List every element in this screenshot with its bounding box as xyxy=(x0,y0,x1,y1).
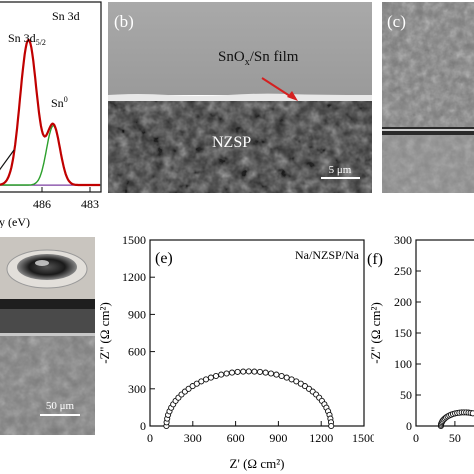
sem-c-top-texture xyxy=(382,2,474,127)
plot-e-point xyxy=(228,369,236,376)
panel-e: 0 300 600 900 1200 1500 0 300 600 900 1200 1500 (e)… xyxy=(95,228,374,474)
plot-e-xtick-label: 300 xyxy=(184,431,202,445)
plot-e-point xyxy=(251,368,258,375)
plot-e-point xyxy=(240,368,247,375)
plot-e-xtick-label: 600 xyxy=(227,431,245,445)
substrate-label: NZSP xyxy=(212,134,251,151)
sem-d-interface xyxy=(0,333,95,336)
xps-envelope-fit xyxy=(0,38,100,187)
panel-b: (b) SnOx/Sn film NZSP 5 μm xyxy=(108,2,372,193)
sem-c-interface-line xyxy=(382,129,474,131)
plot-f-ytick-label: 200 xyxy=(394,295,412,309)
plot-e-point xyxy=(283,374,290,381)
plot-f-xtick-label: 50 xyxy=(449,431,461,445)
plot-e-xlabel: Z' (Ω cm²) xyxy=(230,456,285,471)
plot-e-ytick-label: 1200 xyxy=(122,270,146,284)
plot-e-legend: Na/NZSP/Na xyxy=(295,248,360,262)
plot-e-point xyxy=(218,371,225,378)
xps-raw-data xyxy=(0,39,101,186)
xps-pointer-line xyxy=(0,149,15,171)
sem-image-c: (c) xyxy=(382,2,474,193)
plot-e-point xyxy=(212,372,220,380)
plot-e-ytick-label: 0 xyxy=(140,419,146,433)
plot-f-ytick-label: 50 xyxy=(400,388,412,402)
sem-d-dark-band xyxy=(0,299,95,309)
panel-d: 50 μm xyxy=(0,237,95,435)
plot-e-point xyxy=(207,374,214,381)
xps-frame xyxy=(0,1,102,193)
plot-f-point xyxy=(469,410,474,417)
plot-e-ytick-label: 1500 xyxy=(122,233,146,247)
panel-a: Sn 3d Sn 3d5/2 Sn0 486 483 y (eV) xyxy=(0,0,104,228)
panel-e-label: (e) xyxy=(155,250,173,267)
scale-bar-b-label: 5 μm xyxy=(329,164,352,176)
xps-tick-label-486: 486 xyxy=(33,197,51,211)
plot-e-frame xyxy=(149,239,365,427)
film-arrow-head xyxy=(287,91,298,101)
sem-d-texture xyxy=(0,336,95,435)
panel-c: (c) xyxy=(382,2,474,193)
plot-e-point xyxy=(278,372,285,380)
plot-e-ylabel: -Z'' (Ω cm²) xyxy=(97,302,112,364)
plot-f-ytick-label: 150 xyxy=(394,326,412,340)
sem-c-bottom-texture xyxy=(382,135,474,193)
film-edge xyxy=(108,93,372,101)
plot-f-ytick-label: 300 xyxy=(394,233,412,247)
panel-f-label: (f) xyxy=(367,251,383,268)
vacuum-region xyxy=(108,2,372,95)
sem-d-film xyxy=(0,309,95,335)
sem-image-b: (b) SnOx/Sn film NZSP 5 μm xyxy=(108,2,372,193)
plot-f-xtick-label: 0 xyxy=(413,431,419,445)
peak-label-main: Sn 3d5/2 xyxy=(8,31,46,47)
plot-e-point xyxy=(328,422,335,430)
plot-e-xtick-label: 900 xyxy=(269,431,287,445)
plot-e-xtick-label: 1500 xyxy=(352,431,374,445)
photo-sem-d: 50 μm xyxy=(0,237,95,435)
plot-e-point xyxy=(223,370,230,377)
xps-sn0-component xyxy=(0,124,100,186)
plot-f-ytick-label: 100 xyxy=(394,357,412,371)
plot-e-xtick-label: 0 xyxy=(147,431,153,445)
nyquist-plot-f: 0 50 0 50 100 150 200 250 300 (f) -Z'' (Ω cm²) xyxy=(367,233,474,445)
panel-b-label: (b) xyxy=(114,12,134,31)
peak-label-sn0: Sn0 xyxy=(51,95,68,110)
panel-f: 0 50 0 50 100 150 200 250 300 (f) -Z'' (Ω cm²) xyxy=(364,228,474,474)
xps-xlabel: y (eV) xyxy=(0,215,30,228)
nyquist-plot-e: 0 300 600 900 1200 1500 0 300 600 900 1200 1500 (e)… xyxy=(97,233,374,471)
xps-tick-label-483: 483 xyxy=(81,197,99,211)
plot-f-ytick-label: 0 xyxy=(406,419,412,433)
film-label: SnOx/Sn film xyxy=(218,49,299,68)
photo-highlight xyxy=(35,260,49,266)
film-arrow-line xyxy=(261,77,294,99)
sn3d-annotation: Sn 3d xyxy=(52,9,80,23)
photo-pellet xyxy=(17,254,77,280)
plot-e-ytick-label: 300 xyxy=(128,382,146,396)
plot-e-xtick-label: 1200 xyxy=(309,431,333,445)
plot-f-frame xyxy=(415,239,474,427)
plot-f-ytick-label: 250 xyxy=(394,264,412,278)
plot-e-point xyxy=(262,369,269,376)
plot-e-point xyxy=(256,368,264,375)
plot-e-point xyxy=(245,368,252,375)
panel-c-label: (c) xyxy=(387,12,406,31)
plot-f-ylabel: -Z'' (Ω cm²) xyxy=(368,302,383,364)
plot-e-point xyxy=(273,371,280,378)
scale-bar-d-label: 50 μm xyxy=(46,400,75,412)
plot-e-ytick-label: 600 xyxy=(128,345,146,359)
plot-e-ytick-label: 900 xyxy=(128,307,146,321)
plot-e-point xyxy=(234,368,241,375)
plot-e-point xyxy=(267,370,275,377)
xps-plot: Sn 3d Sn 3d5/2 Sn0 486 483 y (eV) xyxy=(0,1,102,228)
plot-e-point xyxy=(202,376,210,383)
